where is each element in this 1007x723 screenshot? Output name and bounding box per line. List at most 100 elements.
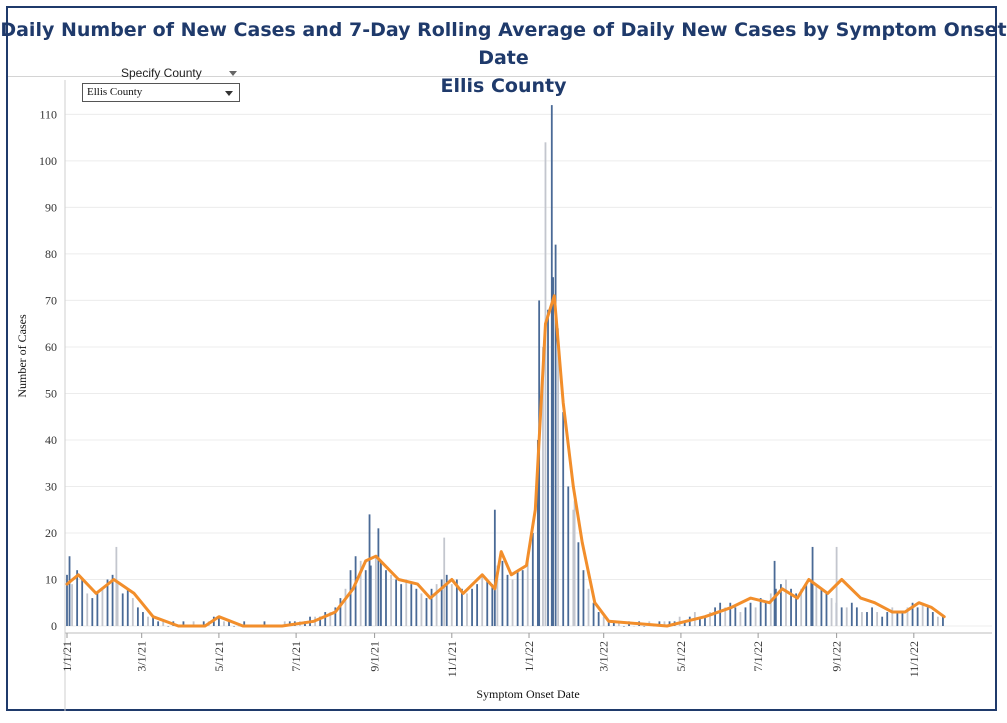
bar <box>233 626 235 627</box>
bar <box>223 621 225 626</box>
bar <box>724 607 727 626</box>
filter-menu-caret-icon[interactable] <box>229 71 237 76</box>
bar <box>443 537 446 626</box>
bar <box>764 602 767 626</box>
bar <box>942 616 944 626</box>
bar <box>368 514 371 626</box>
bar <box>876 612 879 626</box>
bar <box>729 602 732 626</box>
bar <box>840 607 843 626</box>
bar <box>466 593 468 626</box>
y-tick-label: 100 <box>39 154 57 168</box>
bar <box>319 616 322 626</box>
bar <box>68 556 71 626</box>
bar <box>699 616 701 626</box>
y-axis-title: Number of Cases <box>15 314 29 398</box>
x-tick-label: 5/1/21 <box>212 641 226 672</box>
bar <box>597 612 600 626</box>
county-filter-label: Specify County <box>121 66 202 80</box>
bar <box>643 626 646 627</box>
bar <box>243 621 246 626</box>
bar <box>759 598 762 626</box>
bar <box>493 509 496 626</box>
bar <box>769 593 772 626</box>
bar <box>126 588 129 626</box>
x-tick-label: 3/1/22 <box>597 641 611 672</box>
bar <box>283 621 286 626</box>
bar <box>714 607 716 626</box>
bar <box>162 621 165 626</box>
bar <box>455 579 458 626</box>
bar <box>582 570 585 626</box>
bar <box>354 556 357 626</box>
bar <box>683 621 686 626</box>
bar <box>349 570 352 626</box>
y-tick-label: 0 <box>51 619 57 633</box>
bar <box>607 621 610 626</box>
y-tick-label: 110 <box>39 107 57 121</box>
bar <box>850 602 853 626</box>
bar <box>554 244 557 626</box>
bar <box>830 598 833 626</box>
title-divider <box>8 76 995 77</box>
bar <box>142 612 144 626</box>
bar <box>709 612 711 626</box>
x-axis-title: Symptom Onset Date <box>476 687 579 701</box>
bar <box>931 612 934 626</box>
bar <box>461 588 463 626</box>
bar <box>901 612 904 626</box>
bar <box>845 607 848 626</box>
bar <box>152 616 154 626</box>
bar <box>602 616 605 626</box>
bar <box>536 439 539 626</box>
rolling-average-path <box>65 294 946 628</box>
bar <box>617 621 620 626</box>
bar <box>544 142 547 626</box>
bar <box>704 616 706 626</box>
bar <box>76 570 79 626</box>
bar <box>476 584 479 626</box>
bar <box>106 579 109 626</box>
bar <box>719 602 722 626</box>
bar <box>344 588 347 626</box>
bar <box>526 560 529 626</box>
bar <box>506 574 509 626</box>
x-tick-label: 5/1/22 <box>674 641 688 672</box>
x-tick-label: 1/1/22 <box>522 641 536 672</box>
bar <box>364 570 367 626</box>
bar <box>521 570 524 626</box>
bar <box>96 593 99 626</box>
bar <box>218 616 220 626</box>
bar <box>228 621 230 626</box>
y-tick-label: 60 <box>45 340 57 354</box>
x-tick-label: 1/1/21 <box>60 641 74 672</box>
bar <box>167 626 170 627</box>
bar <box>906 607 909 626</box>
bar <box>415 588 418 626</box>
county-dropdown[interactable]: Ellis County <box>82 83 240 102</box>
bar <box>785 579 787 626</box>
bar <box>668 621 671 626</box>
bar <box>658 621 661 626</box>
bar <box>896 612 899 626</box>
bar <box>612 621 615 626</box>
bar <box>440 579 443 626</box>
y-tick-label: 10 <box>45 572 57 586</box>
bar <box>744 607 747 626</box>
chart-frame <box>6 6 997 711</box>
bar <box>369 565 372 626</box>
x-tick-label: 9/1/21 <box>368 641 382 672</box>
bar <box>86 593 89 626</box>
bar <box>916 607 919 626</box>
bar <box>557 328 560 626</box>
chart-title: Daily Number of New Cases and 7-Day Roll… <box>0 16 1007 100</box>
bar <box>739 612 742 626</box>
bar <box>481 574 484 626</box>
bar <box>866 612 868 626</box>
bar <box>511 579 514 626</box>
bar <box>825 593 828 626</box>
bar <box>921 602 924 626</box>
x-tick-label: 7/1/22 <box>751 641 765 672</box>
bar <box>587 588 590 626</box>
bar <box>811 546 814 626</box>
